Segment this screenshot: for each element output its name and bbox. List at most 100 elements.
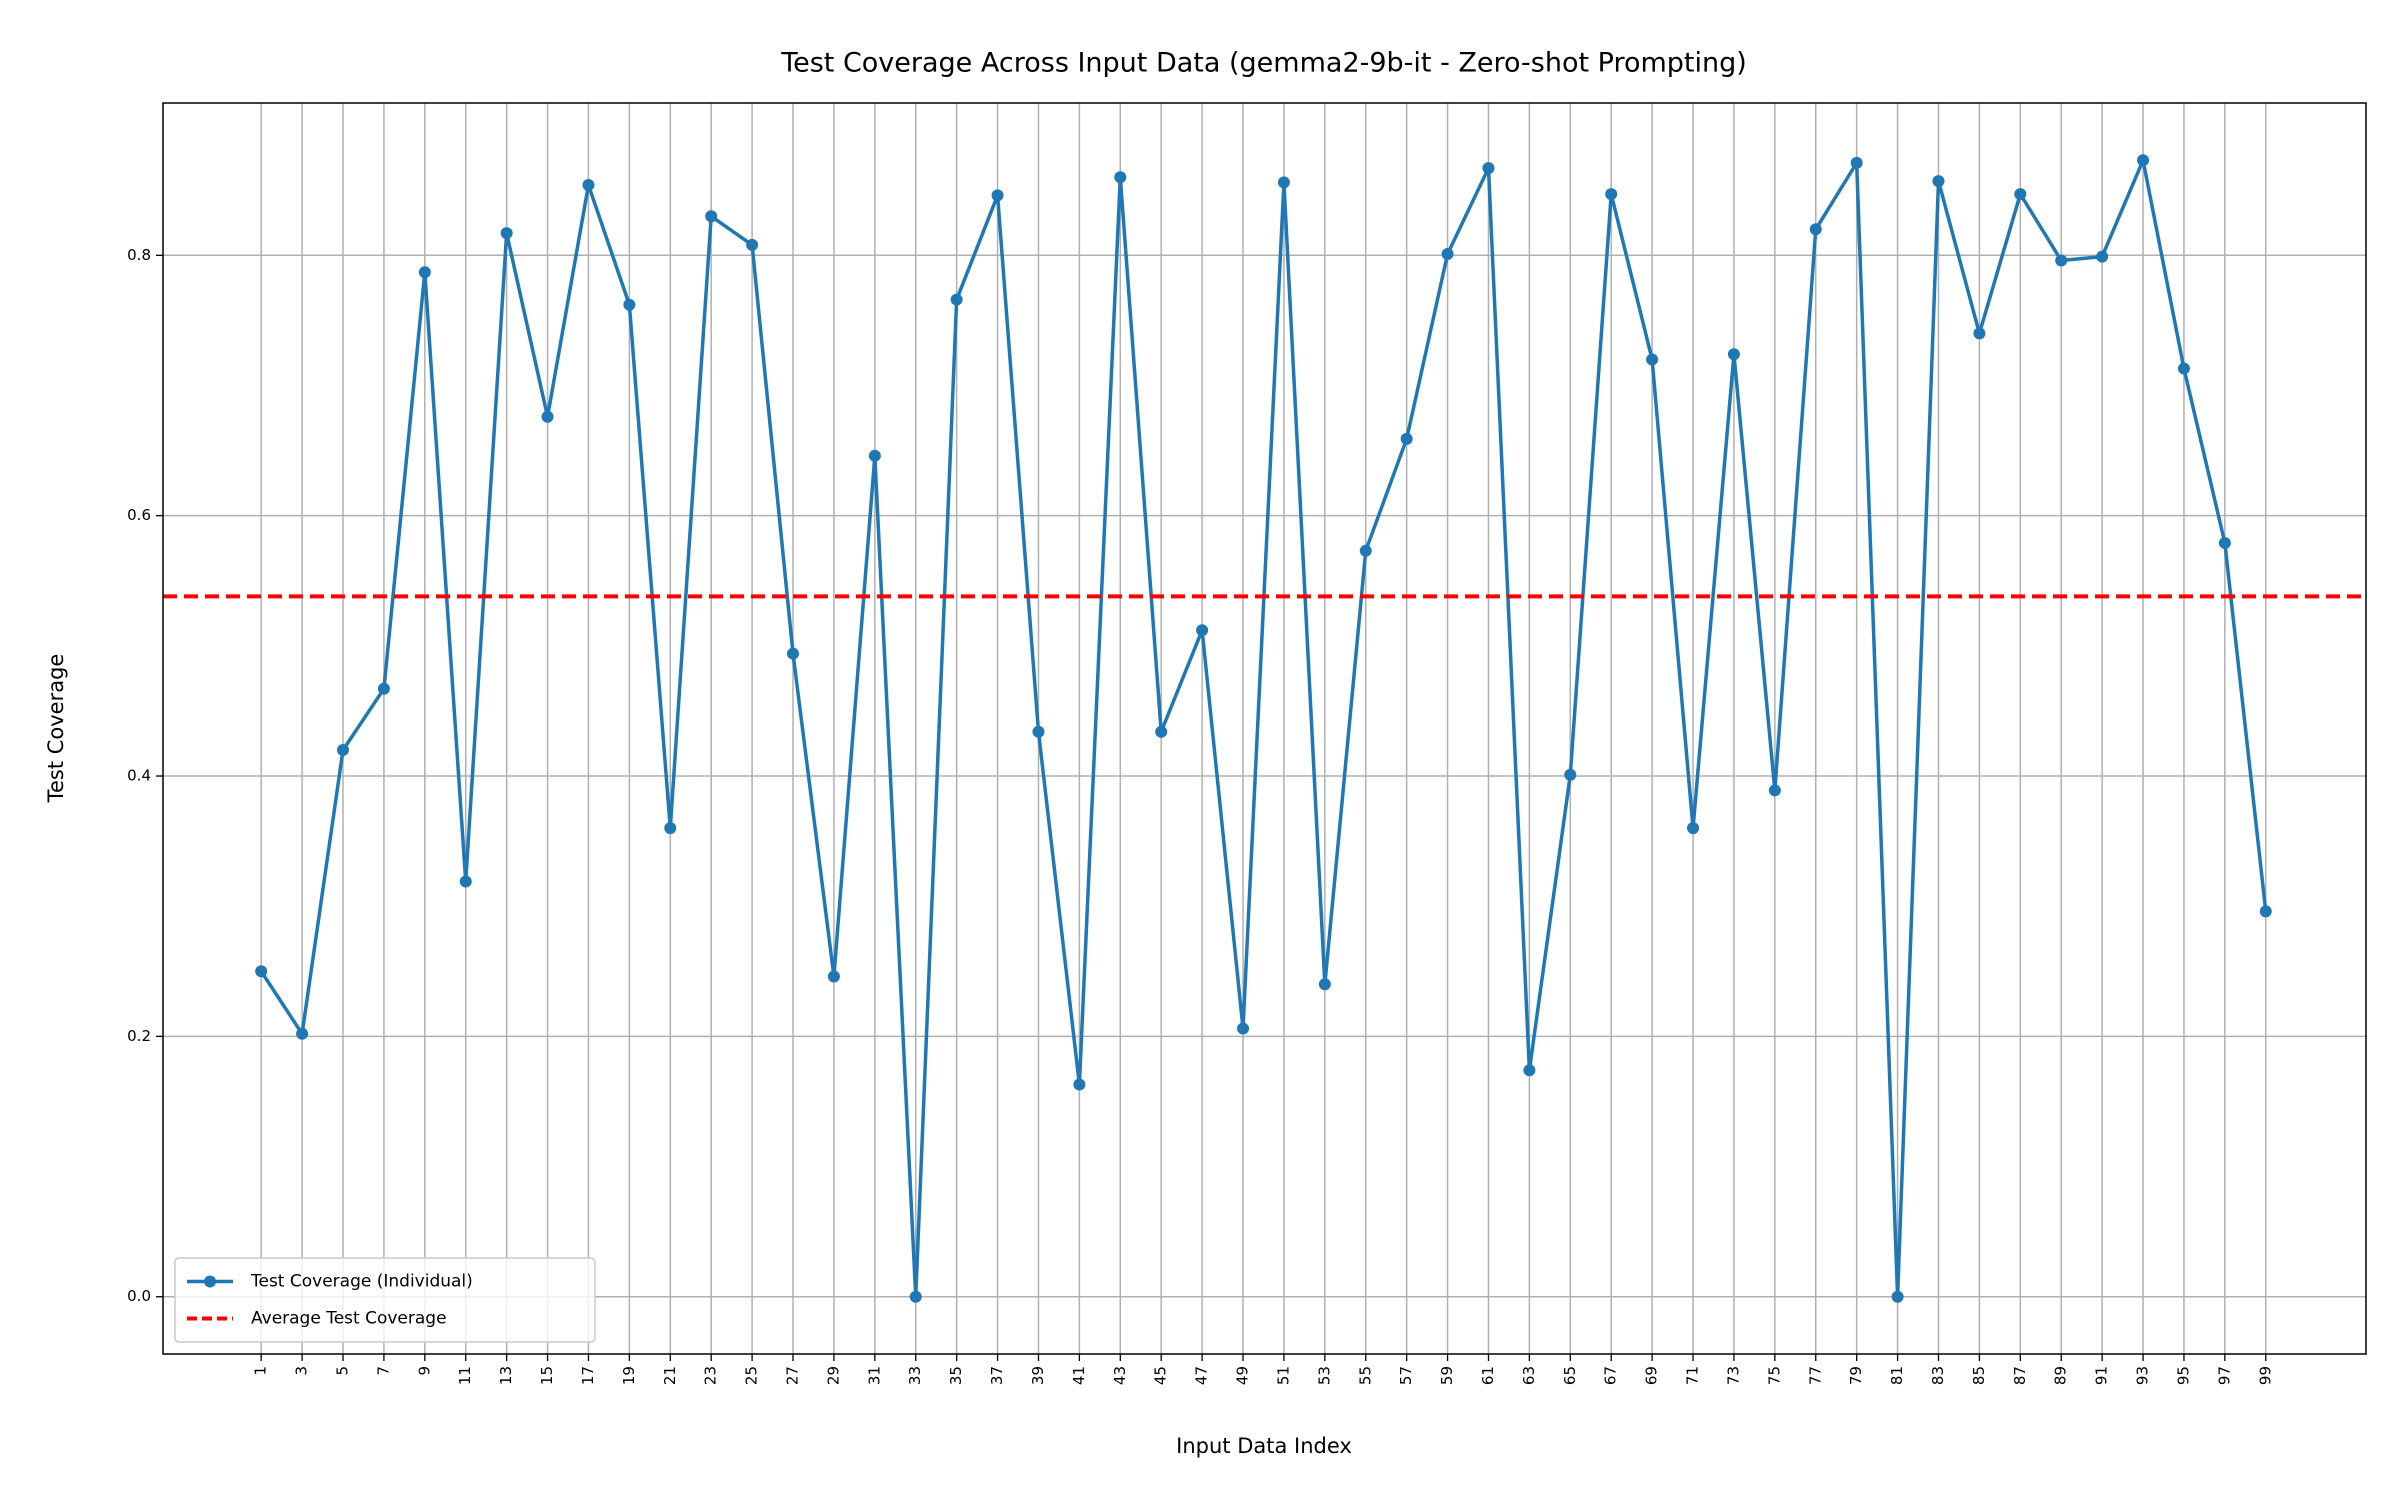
x-tick-label: 25 [743, 1366, 761, 1385]
data-point [664, 822, 677, 835]
data-point [541, 410, 554, 423]
x-axis-label: Input Data Index [1176, 1434, 1352, 1458]
data-point [255, 965, 268, 978]
data-point [1973, 327, 1986, 340]
data-point [582, 179, 595, 192]
x-tick-label: 13 [497, 1366, 515, 1385]
data-point [909, 1290, 922, 1303]
data-point [1318, 978, 1331, 991]
data-point [1441, 248, 1454, 261]
x-tick-label: 43 [1111, 1366, 1129, 1385]
x-tick-label: 3 [293, 1366, 311, 1376]
x-tick-label: 63 [1520, 1366, 1538, 1385]
data-point [1196, 624, 1209, 637]
x-tick-label: 71 [1684, 1366, 1702, 1385]
data-point [1605, 188, 1618, 201]
series-line [259, 158, 2268, 1299]
data-point [1032, 725, 1045, 738]
data-point [1400, 432, 1413, 445]
data-point [1564, 768, 1577, 781]
chart-title: Test Coverage Across Input Data (gemma2-… [780, 48, 1747, 79]
x-tick-label: 31 [865, 1366, 883, 1385]
x-tick-label: 49 [1234, 1366, 1252, 1385]
x-tick-label: 79 [1847, 1366, 1865, 1385]
data-point [623, 298, 636, 311]
data-point [377, 682, 390, 695]
x-tick-label: 95 [2174, 1366, 2192, 1385]
x-tick-label: 15 [538, 1366, 556, 1385]
x-tick-label: 75 [1765, 1366, 1783, 1385]
data-point [1768, 784, 1781, 797]
x-tick-label: 97 [2215, 1366, 2233, 1385]
y-tick-label: 0.8 [127, 246, 151, 264]
x-tick-label: 5 [334, 1366, 352, 1376]
x-tick-label: 7 [374, 1366, 392, 1376]
x-tick-label: 19 [620, 1366, 638, 1385]
x-tick-label: 57 [1397, 1366, 1415, 1385]
data-point [1523, 1064, 1536, 1077]
data-point [1687, 822, 1700, 835]
y-tick-label: 0.2 [127, 1027, 151, 1045]
data-point [459, 875, 472, 888]
data-point [418, 266, 431, 279]
x-tick-label: 77 [1806, 1366, 1824, 1385]
x-tick-label: 93 [2134, 1366, 2152, 1385]
x-tick-label: 23 [702, 1366, 720, 1385]
x-tick-label: 33 [906, 1366, 924, 1385]
data-point [1237, 1022, 1250, 1035]
legend-label: Test Coverage (Individual) [250, 1272, 473, 1292]
x-tick-label: 61 [1479, 1366, 1497, 1385]
data-point [2177, 362, 2190, 375]
legend-label: Average Test Coverage [251, 1309, 447, 1329]
x-tick-label: 67 [1602, 1366, 1620, 1385]
x-tick-label: 59 [1438, 1366, 1456, 1385]
x-tick-label: 87 [2011, 1366, 2029, 1385]
data-point [337, 743, 350, 756]
data-point [2259, 905, 2272, 918]
x-tick-label: 85 [1970, 1366, 1988, 1385]
x-tick-label: 83 [1929, 1366, 1947, 1385]
data-point [1850, 156, 1863, 169]
x-tick-label: 17 [579, 1366, 597, 1385]
data-point [296, 1027, 309, 1040]
plot-frame [162, 102, 2367, 1355]
data-point [1727, 348, 1740, 361]
data-point [2218, 536, 2231, 549]
data-point [1809, 223, 1822, 236]
x-tick-label: 45 [1152, 1366, 1170, 1385]
x-tick-label: 65 [1561, 1366, 1579, 1385]
data-point [1155, 725, 1168, 738]
data-point [868, 449, 881, 462]
data-point [991, 189, 1004, 202]
data-point [500, 227, 513, 240]
x-tick-label: 81 [1888, 1366, 1906, 1385]
data-point [950, 293, 963, 306]
x-tick-label: 51 [1274, 1366, 1292, 1385]
x-tick-label: 89 [2052, 1366, 2070, 1385]
x-tick-label: 73 [1724, 1366, 1742, 1385]
x-tick-label: 53 [1315, 1366, 1333, 1385]
data-point [1891, 1290, 1904, 1303]
x-tick-label: 29 [824, 1366, 842, 1385]
legend-box [174, 1257, 596, 1343]
x-tick-label: 47 [1193, 1366, 1211, 1385]
x-tick-label: 21 [661, 1366, 679, 1385]
data-point [746, 238, 759, 251]
x-tick-label: 37 [988, 1366, 1006, 1385]
legend: Test Coverage (Individual) Average Test C… [174, 1257, 596, 1343]
x-tick-label: 35 [947, 1366, 965, 1385]
data-point [827, 970, 840, 983]
y-tick-label: 0.6 [127, 506, 151, 524]
x-tick-label: 39 [1029, 1366, 1047, 1385]
data-point [1932, 175, 1945, 188]
y-tick-label: 0.0 [127, 1287, 151, 1305]
data-point [1482, 162, 1495, 175]
data-point [2137, 154, 2150, 167]
x-tick-label: 69 [1643, 1366, 1661, 1385]
x-tick-label: 27 [784, 1366, 802, 1385]
data-point [1646, 353, 1659, 366]
x-tick-label: 55 [1356, 1366, 1374, 1385]
x-tick-label: 99 [2256, 1366, 2274, 1385]
x-tick-label: 9 [415, 1366, 433, 1376]
